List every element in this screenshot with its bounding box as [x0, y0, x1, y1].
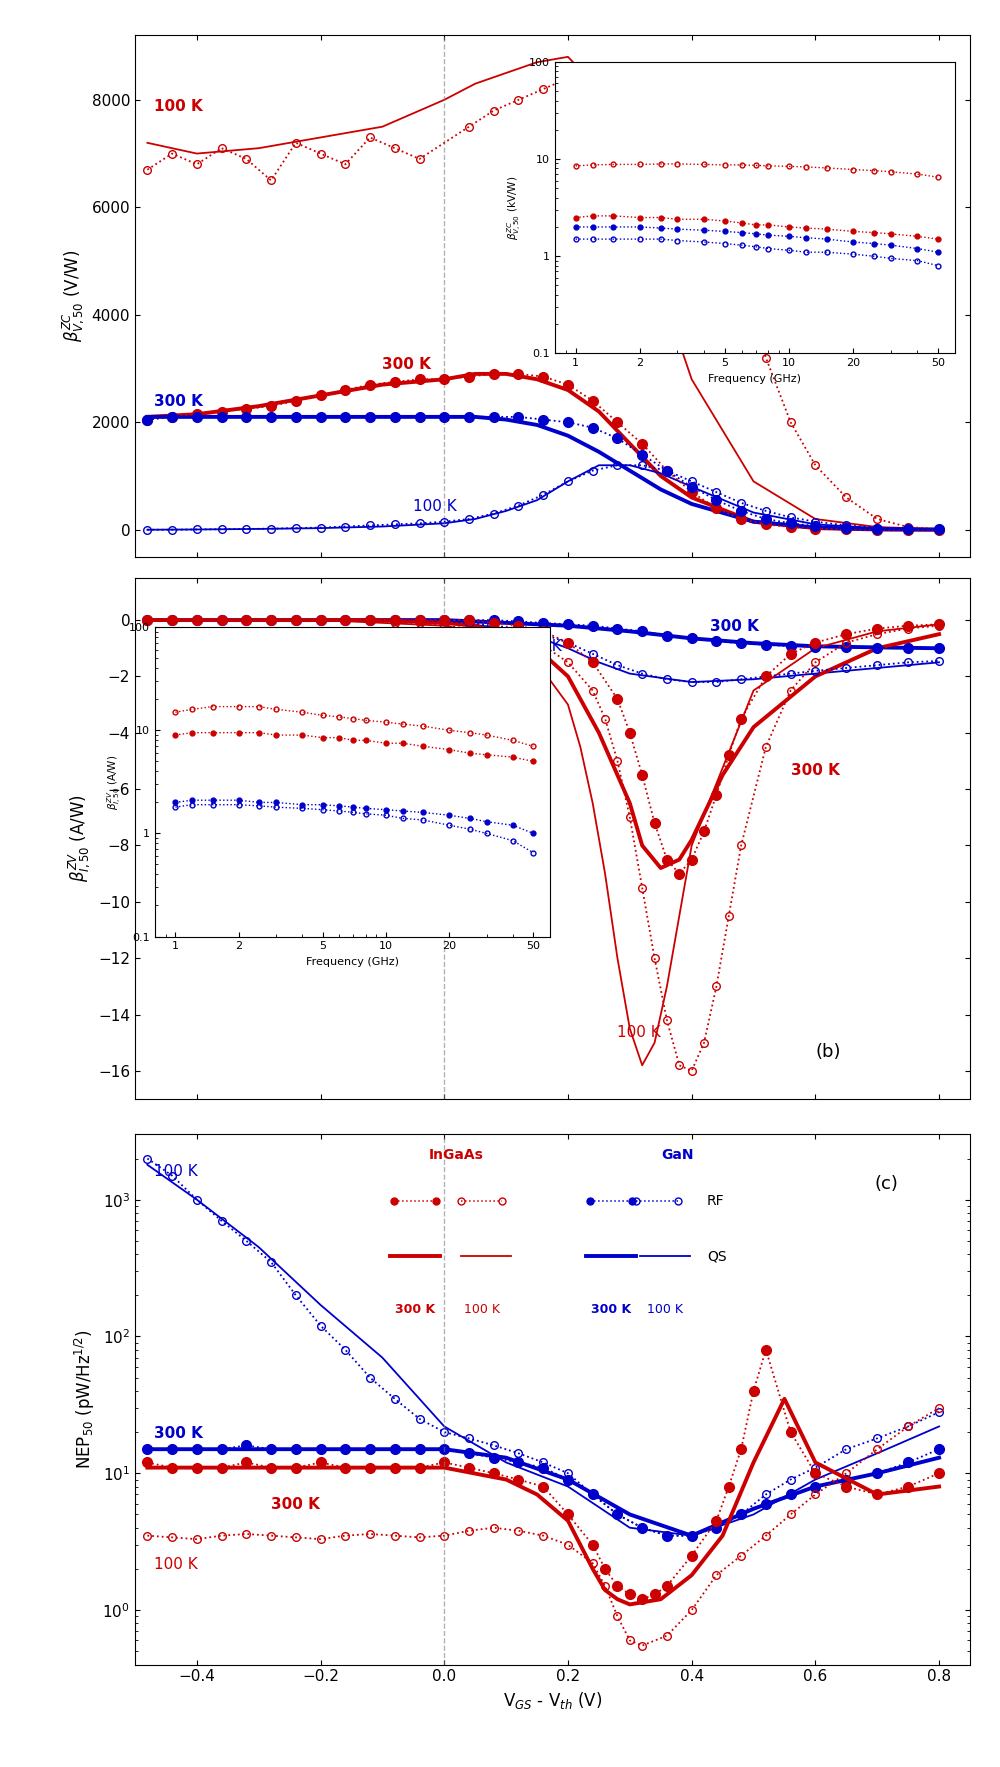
Text: GaN: GaN: [662, 1149, 694, 1161]
X-axis label: Frequency (GHz): Frequency (GHz): [306, 958, 399, 967]
Y-axis label: NEP$_{50}$ (pW/Hz$^{1/2}$): NEP$_{50}$ (pW/Hz$^{1/2}$): [73, 1329, 97, 1470]
Text: (a): (a): [815, 113, 840, 131]
Text: 300 K: 300 K: [271, 1497, 320, 1513]
Text: 300 K: 300 K: [154, 1426, 202, 1442]
Text: RF: RF: [707, 1194, 725, 1207]
Text: 100 K: 100 K: [413, 498, 457, 514]
Text: InGaAs: InGaAs: [429, 1149, 484, 1161]
X-axis label: Frequency (GHz): Frequency (GHz): [708, 375, 802, 383]
Text: (b): (b): [815, 1043, 841, 1060]
Text: 100 K: 100 K: [518, 640, 562, 654]
Text: 100 K: 100 K: [154, 1557, 197, 1573]
Text: QS: QS: [707, 1249, 727, 1263]
Y-axis label: $\beta^{ZV}_{I,50}$ (A/W): $\beta^{ZV}_{I,50}$ (A/W): [105, 755, 124, 809]
Y-axis label: $\beta^{ZV}_{I,50}$ (A/W): $\beta^{ZV}_{I,50}$ (A/W): [67, 795, 92, 882]
Text: (c): (c): [874, 1175, 898, 1193]
Text: 300 K: 300 K: [710, 620, 759, 634]
Text: 100 K: 100 K: [464, 1302, 500, 1316]
Y-axis label: $\beta^{ZC}_{V,50}$ (V/W): $\beta^{ZC}_{V,50}$ (V/W): [60, 249, 86, 343]
X-axis label: V$_{GS}$ - V$_{th}$ (V): V$_{GS}$ - V$_{th}$ (V): [503, 1689, 602, 1710]
Text: 300 K: 300 K: [791, 763, 840, 777]
Text: 100 K: 100 K: [154, 99, 202, 113]
Text: 300 K: 300 K: [154, 394, 202, 410]
Text: 100 K: 100 K: [617, 1025, 661, 1041]
Text: 300 K: 300 K: [395, 1302, 435, 1316]
Y-axis label: $\beta^{ZC}_{V,50}$ (kV/W): $\beta^{ZC}_{V,50}$ (kV/W): [505, 175, 524, 240]
Text: 300 K: 300 K: [382, 357, 431, 371]
Text: 100 K: 100 K: [154, 1164, 197, 1179]
Text: 100 K: 100 K: [647, 1302, 683, 1316]
Text: 300 K: 300 K: [591, 1302, 631, 1316]
